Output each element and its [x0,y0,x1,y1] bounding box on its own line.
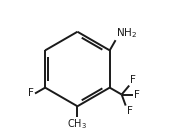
Text: F: F [130,75,136,85]
Text: F: F [134,90,140,100]
Text: NH$_2$: NH$_2$ [116,26,137,39]
Text: F: F [127,106,133,116]
Text: F: F [28,88,34,99]
Text: CH$_3$: CH$_3$ [67,117,87,131]
